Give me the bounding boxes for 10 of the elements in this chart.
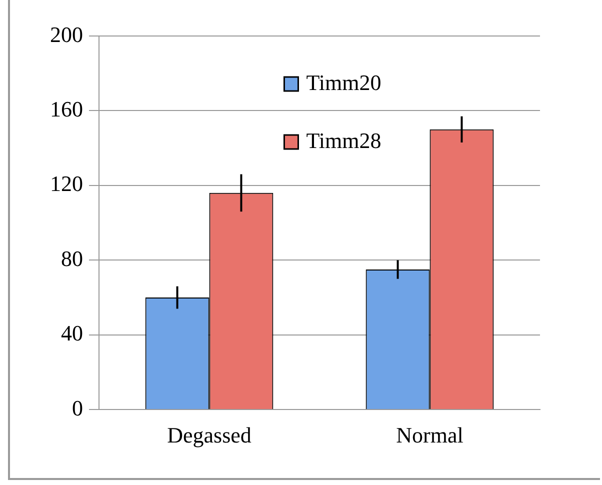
y-tick-label: 120 — [50, 171, 83, 196]
y-tick-label: 0 — [72, 395, 83, 420]
x-tick-label: Normal — [396, 422, 464, 448]
x-tick-label: Degassed — [167, 422, 252, 448]
y-tick-label: 80 — [61, 246, 83, 271]
y-tick-label: 200 — [50, 22, 83, 47]
y-tick-label: 160 — [50, 96, 83, 122]
legend-label: Timm20 — [306, 70, 382, 95]
y-tick-label: 40 — [61, 320, 83, 346]
legend-label: Timm28 — [306, 128, 382, 153]
